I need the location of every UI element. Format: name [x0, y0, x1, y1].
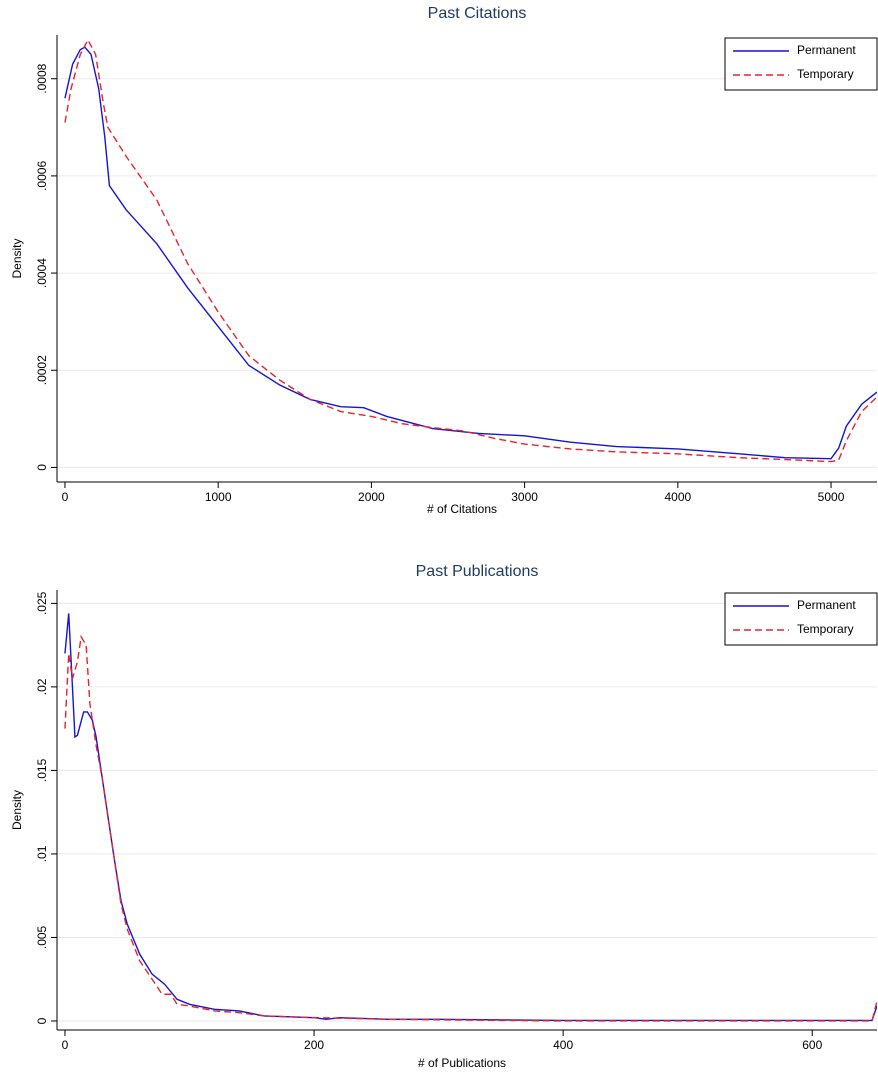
y-tick-label: 0: [35, 464, 49, 471]
series-line: [64, 634, 877, 1022]
legend-label: Permanent: [797, 598, 856, 612]
y-axis-label: Density: [10, 790, 24, 830]
y-tick-label: .005: [35, 925, 49, 949]
y-tick-label: .015: [35, 758, 49, 782]
x-tick-label: 3000: [511, 490, 538, 504]
y-tick-label: .0008: [35, 63, 49, 93]
series-line: [64, 46, 877, 460]
legend-box: [724, 37, 878, 91]
x-tick-label: 1000: [205, 490, 232, 504]
y-tick-label: .0002: [35, 355, 49, 385]
x-tick-label: 2000: [358, 490, 385, 504]
x-tick-label: 400: [553, 1038, 573, 1052]
x-tick-label: 5000: [818, 490, 845, 504]
chart-title: Past Publications: [416, 563, 539, 580]
x-tick-label: 600: [802, 1038, 822, 1052]
y-axis-label: Density: [10, 238, 24, 278]
series-line: [64, 613, 877, 1022]
y-tick-label: .0004: [35, 258, 49, 288]
x-tick-label: 0: [62, 490, 69, 504]
chart-title: Past Citations: [428, 5, 527, 22]
y-tick-label: 0: [35, 1017, 49, 1024]
legend-label: Temporary: [797, 622, 854, 636]
legend-label: Permanent: [797, 43, 856, 57]
legend-box: [724, 592, 878, 646]
series-line: [64, 38, 877, 463]
x-axis-label: # of Citations: [427, 502, 497, 516]
x-tick-label: 4000: [664, 490, 691, 504]
y-tick-label: .0006: [35, 161, 49, 191]
legend-label: Temporary: [797, 67, 854, 81]
y-tick-label: .02: [35, 678, 49, 695]
x-tick-label: 0: [62, 1038, 69, 1052]
y-tick-label: .01: [35, 845, 49, 862]
x-axis-label: # of Publications: [418, 1056, 506, 1070]
x-tick-label: 200: [304, 1038, 324, 1052]
y-tick-label: .025: [35, 591, 49, 615]
